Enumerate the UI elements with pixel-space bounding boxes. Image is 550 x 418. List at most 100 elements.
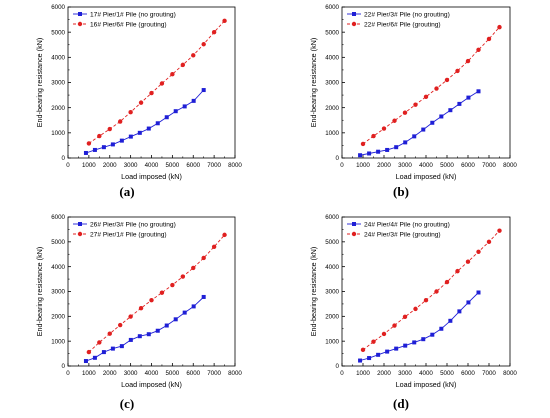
x-tick-label: 8000 (503, 370, 517, 377)
plot-frame (341, 6, 511, 159)
y-tick-label: 3000 (51, 289, 65, 296)
data-point (101, 350, 106, 355)
series-line (88, 234, 225, 353)
data-point (394, 346, 399, 351)
legend: 22# Pier/3# Pile (no grouting) 22# Pier/6… (347, 11, 450, 28)
x-tick-label: 8000 (503, 162, 517, 169)
y-axis-label: End-bearing resistance (kN) (309, 38, 318, 127)
data-point (412, 134, 417, 139)
x-tick-label: 6000 (186, 370, 200, 377)
data-point (448, 108, 453, 113)
data-point (476, 89, 481, 94)
panel-label: (c) (120, 396, 134, 411)
data-point (466, 95, 471, 100)
data-point (457, 101, 462, 106)
legend-label: 27# Pier/1# Pile (grouting) (90, 231, 167, 238)
data-point (434, 86, 439, 91)
x-tick-label: 4000 (145, 370, 159, 377)
x-tick-label: 4000 (419, 162, 433, 169)
legend-marker (78, 222, 82, 226)
y-tick-label: 6000 (325, 4, 339, 11)
legend-label: 26# Pier/3# Pile (no grouting) (90, 221, 176, 228)
y-tick-label: 2000 (325, 314, 339, 321)
y-tick-label: 3000 (325, 289, 339, 296)
data-point (439, 326, 444, 331)
data-point (421, 337, 426, 342)
x-tick-label: 2000 (103, 370, 117, 377)
x-tick-label: 6000 (186, 162, 200, 169)
y-axis-label: End-bearing resistance (kN) (35, 247, 44, 336)
y-tick-label: 5000 (325, 239, 339, 246)
series-2 (360, 24, 502, 147)
x-tick-label: 0 (66, 162, 70, 169)
data-point (392, 118, 397, 123)
data-point (486, 239, 492, 245)
y-tick-label: 4000 (51, 55, 65, 62)
x-tick-label: 6000 (461, 370, 475, 377)
data-point (159, 81, 165, 86)
data-point (360, 141, 366, 147)
data-point (92, 355, 97, 360)
data-point (211, 29, 217, 35)
data-point (358, 358, 363, 363)
data-point (222, 18, 227, 24)
y-tick-label: 0 (336, 363, 340, 370)
data-point (128, 337, 133, 342)
x-axis-label: Load imposed (kN) (121, 380, 182, 389)
y-axis-label: End-bearing resistance (kN) (309, 247, 318, 336)
y-tick-label: 5000 (325, 29, 339, 36)
data-point (180, 62, 186, 68)
x-tick-label: 7000 (482, 370, 496, 377)
y-tick-label: 1000 (51, 130, 65, 137)
data-point (430, 332, 435, 337)
data-point (423, 94, 429, 100)
data-point (201, 42, 206, 47)
data-point (164, 323, 169, 328)
data-point (497, 24, 502, 30)
data-point (83, 150, 88, 155)
x-axis-label: Load imposed (kN) (396, 380, 457, 389)
x-tick-label: 0 (66, 370, 70, 377)
data-point (222, 232, 227, 238)
series-2 (86, 232, 227, 355)
legend-label: 24# Pier/3# Pile (grouting) (364, 231, 441, 238)
panel-label: (b) (393, 184, 409, 199)
data-point (466, 300, 471, 305)
data-point (444, 77, 450, 83)
data-point (164, 115, 169, 120)
data-point (107, 126, 112, 132)
x-tick-label: 0 (340, 162, 344, 169)
legend: 24# Pier/4# Pile (no grouting) 24# Pier/3… (347, 221, 450, 238)
plot-frame (341, 216, 511, 367)
series-line (359, 292, 479, 361)
data-point (439, 114, 444, 119)
y-tick-label: 2000 (51, 105, 65, 112)
x-tick-label: 2000 (377, 370, 391, 377)
data-point (182, 104, 187, 109)
data-point (191, 53, 196, 58)
x-tick-label: 1000 (356, 162, 370, 169)
data-point (155, 328, 160, 333)
data-point (138, 100, 144, 105)
legend: 26# Pier/3# Pile (no grouting) 27# Pier/1… (73, 221, 176, 238)
x-tick-label: 5000 (440, 370, 454, 377)
legend-marker (78, 12, 82, 16)
y-tick-label: 4000 (325, 55, 339, 62)
data-point (149, 297, 154, 303)
data-point (403, 140, 408, 145)
x-tick-label: 4000 (419, 370, 433, 377)
data-point (146, 126, 151, 131)
series-line (360, 90, 479, 156)
data-point (402, 314, 408, 320)
x-tick-label: 6000 (461, 162, 475, 169)
legend-label: 22# Pier/3# Pile (no grouting) (364, 11, 450, 18)
legend-label: 17# Pier/1# Pile (no grouting) (90, 11, 176, 18)
series-line (362, 230, 500, 351)
data-point (376, 149, 381, 154)
legend-marker (77, 21, 83, 27)
y-tick-label: 3000 (325, 80, 339, 87)
data-point (403, 343, 408, 348)
data-point (381, 126, 387, 131)
data-point (476, 47, 481, 52)
